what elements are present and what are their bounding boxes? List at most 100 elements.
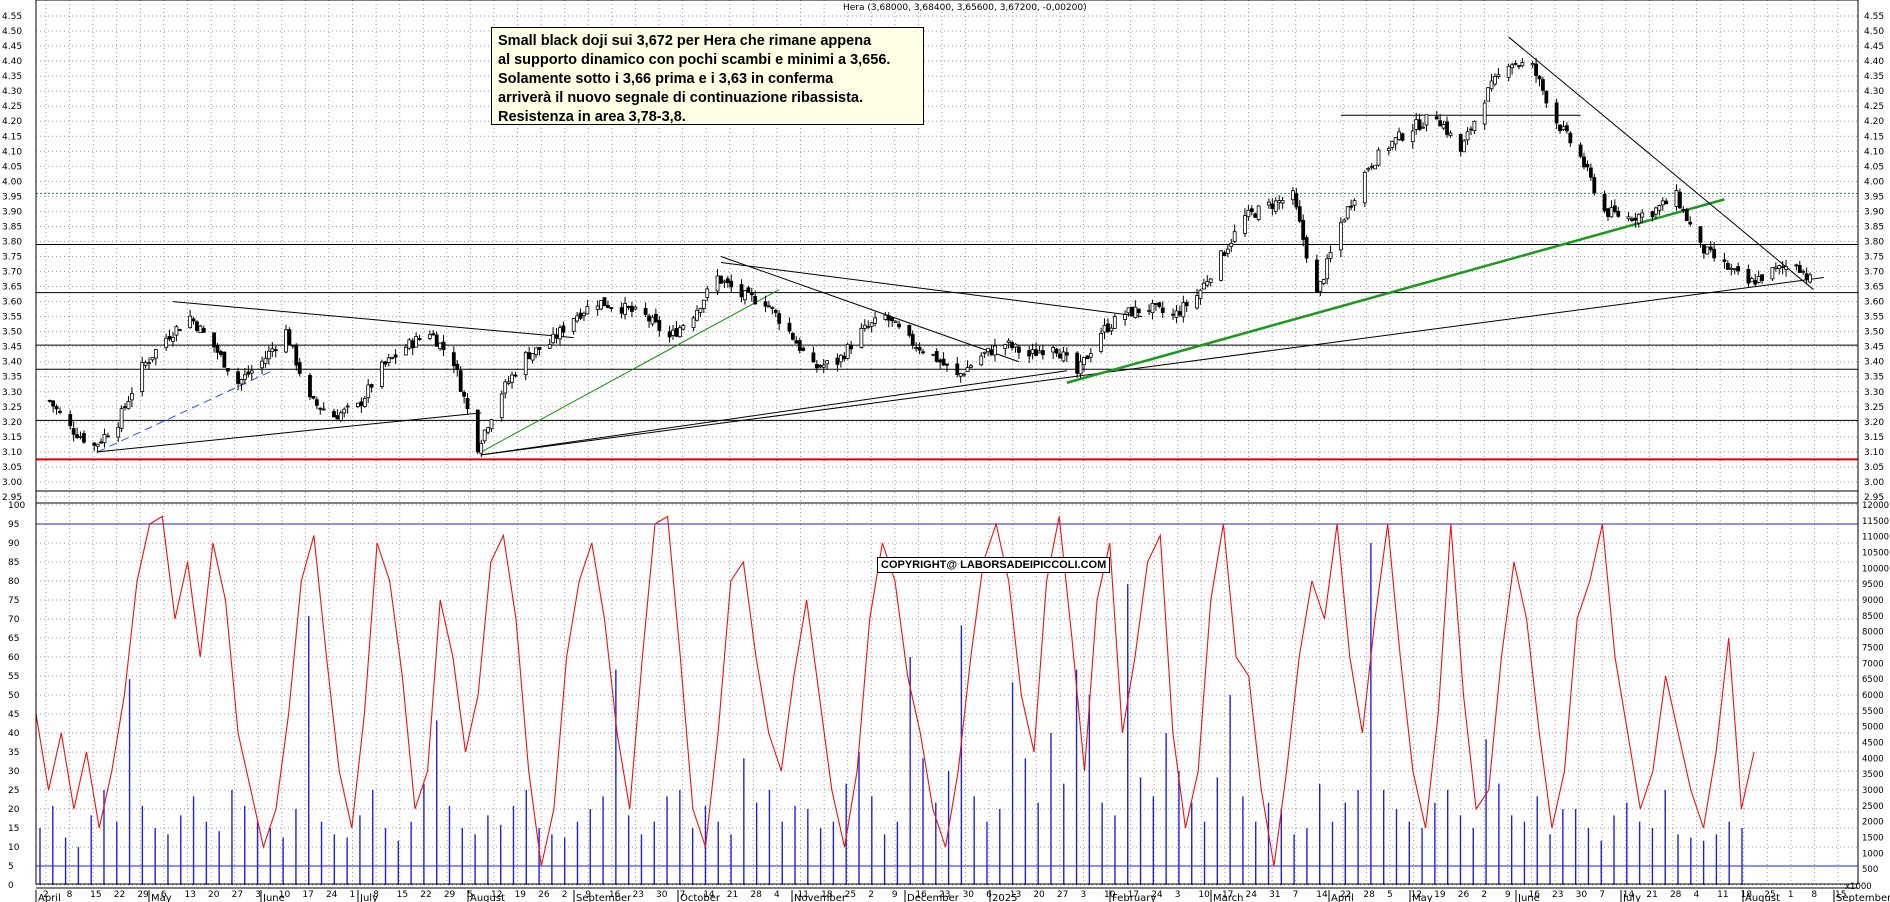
candle-body [873, 317, 877, 324]
candle-body [1349, 205, 1354, 208]
volume-tick-label: 3500 [1862, 770, 1884, 780]
candle-body [945, 363, 949, 366]
x-day-tick: 23 [1552, 890, 1563, 900]
x-day-tick: 20 [208, 890, 220, 900]
y-tick-label-right: 4.50 [1864, 27, 1884, 37]
candle-body [1616, 211, 1621, 217]
x-day-tick: 30 [656, 890, 668, 900]
candle-body [1564, 125, 1569, 132]
volume-tick-label: 10000 [1862, 564, 1889, 574]
candle-body [455, 363, 460, 370]
candle-body [1184, 302, 1189, 307]
x-day-tick: 8 [373, 890, 379, 900]
candle-body [246, 371, 251, 375]
y-tick-label-right: 4.15 [1864, 132, 1884, 142]
candle-body [811, 352, 816, 363]
candle-body [1232, 231, 1237, 242]
candle-body [1085, 355, 1090, 360]
candle-body [715, 275, 720, 292]
y-tick-label-left: 3.60 [2, 298, 22, 308]
candle-body [866, 326, 871, 328]
candle-body [1369, 165, 1374, 168]
y-tick-label-right: 3.15 [1864, 433, 1884, 443]
candle-body [530, 353, 535, 361]
candle-body [1397, 131, 1401, 140]
candle-body [859, 327, 864, 348]
candle-body [153, 349, 158, 359]
candle-body [677, 327, 682, 338]
candle-body [294, 344, 299, 366]
x-day-tick: 7 [1293, 890, 1299, 900]
candle-body [458, 370, 463, 392]
y-tick-label-left: 4.40 [2, 57, 22, 67]
candle-body [602, 297, 607, 307]
candle-body [633, 306, 638, 310]
x-day-tick: 9 [585, 890, 591, 900]
candle-body [1441, 124, 1446, 129]
candle-body [643, 307, 648, 315]
candle-body [845, 344, 850, 359]
y-tick-label-right: 4.30 [1864, 87, 1884, 97]
x-day-tick: 5 [467, 890, 473, 900]
candle-body [1325, 258, 1330, 280]
candle-body [1088, 353, 1093, 358]
x-day-tick: 1 [1788, 890, 1794, 900]
y-tick-label-left: 4.00 [2, 177, 22, 187]
candle-body [167, 336, 172, 340]
trend-line [172, 301, 574, 339]
candle-body [1075, 352, 1080, 374]
candle-body [1438, 120, 1443, 127]
candle-body [143, 362, 148, 366]
candle-body [585, 306, 590, 315]
candle-body [941, 358, 946, 366]
x-day-tick: 5 [1387, 890, 1393, 900]
candle-body [54, 406, 59, 410]
candle-body [222, 351, 227, 368]
candle-body [188, 315, 193, 329]
analysis-note: Small black doji sui 3,672 per Hera che … [491, 27, 924, 125]
x-day-tick: 14 [703, 890, 715, 900]
candle-body [201, 328, 206, 333]
candle-body [582, 312, 586, 316]
candle-body [1064, 352, 1069, 356]
candle-body [1654, 207, 1658, 215]
candle-body [1448, 132, 1453, 136]
candle-body [650, 316, 655, 325]
candle-body [1568, 132, 1573, 144]
candle-body [1725, 262, 1730, 270]
x-day-tick: 9 [892, 890, 898, 900]
x-day-tick: 24 [1151, 890, 1163, 900]
candle-body [955, 363, 960, 375]
candle-body [102, 433, 107, 444]
volume-tick-label: 11500 [1862, 517, 1889, 527]
y-tick-label-left: 3.80 [2, 237, 22, 247]
candle-body [1681, 208, 1686, 211]
candle-body [1674, 190, 1679, 208]
candle-body [1465, 131, 1470, 141]
candle-body [164, 337, 169, 348]
y-tick-label-left: 3.05 [2, 463, 22, 473]
candle-body [386, 357, 391, 363]
candle-body [657, 320, 662, 331]
x-day-tick: 2 [868, 890, 874, 900]
candle-body [1342, 219, 1347, 223]
candle-body [486, 427, 490, 433]
candle-body [1712, 248, 1717, 259]
x-day-tick: 6 [986, 890, 992, 900]
candle-body [527, 352, 532, 360]
candle-body [993, 345, 997, 356]
candle-body [1030, 349, 1035, 355]
candle-body [215, 345, 220, 353]
y-tick-label-right: 3.55 [1864, 313, 1884, 323]
candle-body [1352, 200, 1357, 206]
candle-body [1630, 218, 1634, 222]
oscillator-tick-label: 90 [8, 539, 20, 549]
candle-body [383, 361, 388, 365]
candle-body [705, 288, 710, 298]
candle-body [1770, 267, 1775, 280]
candle-body [767, 305, 771, 308]
candle-body [725, 278, 730, 284]
y-tick-label-left: 4.10 [2, 147, 22, 157]
candle-body [1154, 303, 1158, 305]
